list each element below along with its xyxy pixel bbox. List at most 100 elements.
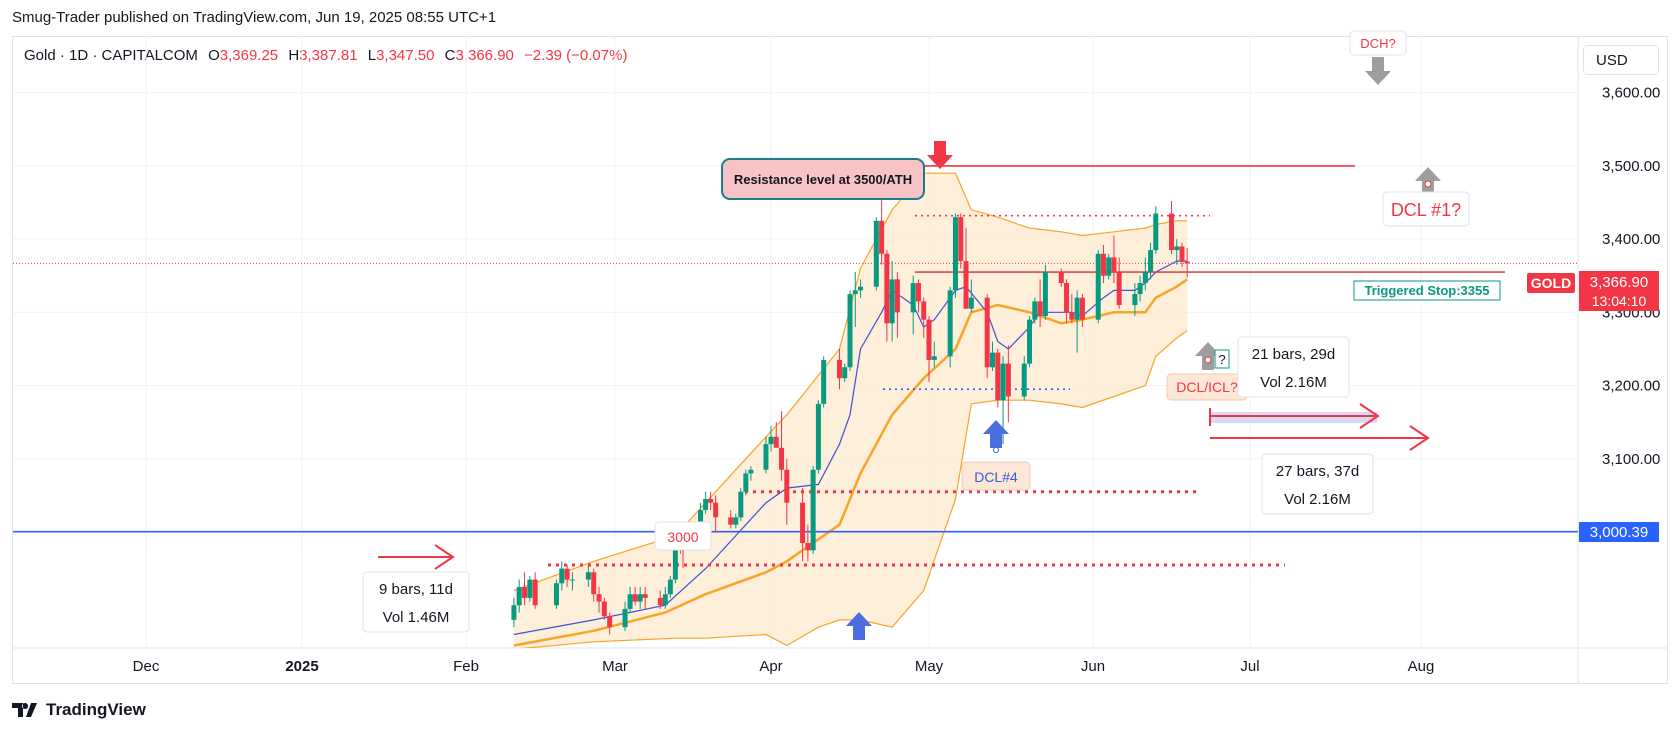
candle-body [1179,246,1185,262]
candle-body [963,261,969,309]
candle [1058,268,1064,287]
candle [1064,279,1070,324]
candle-body [947,290,953,357]
price-tick-label: 3,400.00 [1602,231,1660,248]
arrow-head [434,544,455,570]
candle-body [842,367,848,379]
candle [1153,206,1159,254]
candle [931,341,937,368]
candle [947,286,953,368]
question-text: ? [1218,352,1225,367]
candle [637,586,643,609]
time-tick-label: Aug [1408,658,1435,675]
candle [708,491,714,511]
candle [958,213,964,269]
candle [596,586,602,613]
candle [1079,294,1085,327]
candle-body [733,517,739,525]
candle [984,294,990,379]
stat-box [1261,453,1374,515]
candle [805,524,811,562]
candle-body [921,301,927,320]
candle-body [1000,363,1006,401]
candle-body [1005,363,1011,397]
candle [915,279,921,313]
candle [779,411,785,481]
candle [662,586,668,609]
tradingview-logo[interactable]: TradingView [12,700,146,720]
gold-price-badge: GOLD 3,366.90 13:04:10 [1527,271,1659,311]
candle-body [708,499,714,503]
price-axis[interactable]: 3,100.003,200.003,300.003,400.003,500.00… [1527,85,1660,542]
candle-body [569,579,575,581]
candle-body [667,579,673,595]
price-tick-label: 3,100.00 [1602,451,1660,468]
candle-body [1064,283,1070,313]
stat-box-27-bars: 27 bars, 37d Vol 2.16M [1261,453,1374,515]
candle-body [1116,272,1122,306]
candle [527,575,533,602]
candle [585,564,591,587]
tradingview-brand: TradingView [46,700,146,719]
candle-body [1069,312,1075,320]
candle-body [632,594,638,602]
candle [952,213,958,298]
candle-body [637,594,643,602]
candle [889,261,895,342]
candle-body [1153,213,1159,251]
triggered-stop-box [1353,280,1501,301]
candle-body [931,356,937,360]
dcl4-dot [993,447,999,453]
candle [1169,201,1174,254]
question-marker: ? [1214,349,1230,369]
stat-box [1237,336,1350,398]
candle-body [810,469,816,551]
candle-body [627,594,633,609]
resistance-down-arrow [927,141,953,169]
candle [748,466,754,481]
candle-body [743,473,749,492]
stat-text: Vol 2.16M [1284,491,1351,508]
price-tick-label: 3,200.00 [1602,378,1660,395]
candle [622,601,628,631]
candle [569,572,575,591]
candle-body [622,608,628,628]
candle [516,579,522,613]
candle [910,275,916,335]
candle-body [532,579,538,606]
candle [1137,275,1143,302]
dcl1-text: DCL #1? [1391,200,1461,220]
triggered-stop-label: Triggered Stop:3355 [1353,280,1501,301]
time-tick-label: Dec [133,658,160,675]
range-arrow-upper [1210,403,1380,429]
stat-box-9-bars: 9 bars, 11d Vol 1.46M [362,571,470,633]
label-3000: 3000 [654,521,712,568]
candle-body [968,297,974,309]
candle [963,228,969,309]
currency-selector[interactable]: USD [1583,45,1659,75]
range-arrow-left [378,544,455,570]
dcl1-dot [1424,180,1432,188]
candle [989,341,995,371]
candle-body [926,319,932,360]
candle [743,469,749,496]
candle [1142,257,1148,291]
candle [842,363,848,382]
dcl-icl-dot [1204,356,1212,364]
resistance-box [721,158,925,200]
moving-average-blue [513,260,1188,636]
candle-body [815,403,821,470]
candle-body [763,444,769,470]
candle [1021,356,1027,401]
candle-body [748,469,754,474]
time-axis[interactable]: Dec 2025 Feb Mar Apr May Jun Jul Aug [133,658,1435,675]
candle [1069,294,1075,324]
symbol-name[interactable]: Gold · 1D · CAPITALCOM [24,47,198,64]
stat-text: Vol 2.16M [1260,374,1327,391]
candle-body [1169,213,1174,251]
gold-price-text: 3,366.90 [1590,274,1648,291]
dch-box [1349,30,1407,56]
stat-text: Vol 1.46M [383,609,450,626]
dcl1-box [1382,191,1470,227]
